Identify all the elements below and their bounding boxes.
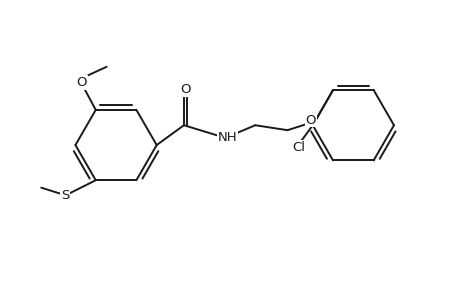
Text: NH: NH: [217, 130, 237, 144]
Text: Cl: Cl: [292, 141, 305, 154]
Text: O: O: [180, 83, 190, 96]
Text: S: S: [61, 189, 69, 202]
Text: O: O: [305, 114, 315, 127]
Text: O: O: [77, 76, 87, 89]
